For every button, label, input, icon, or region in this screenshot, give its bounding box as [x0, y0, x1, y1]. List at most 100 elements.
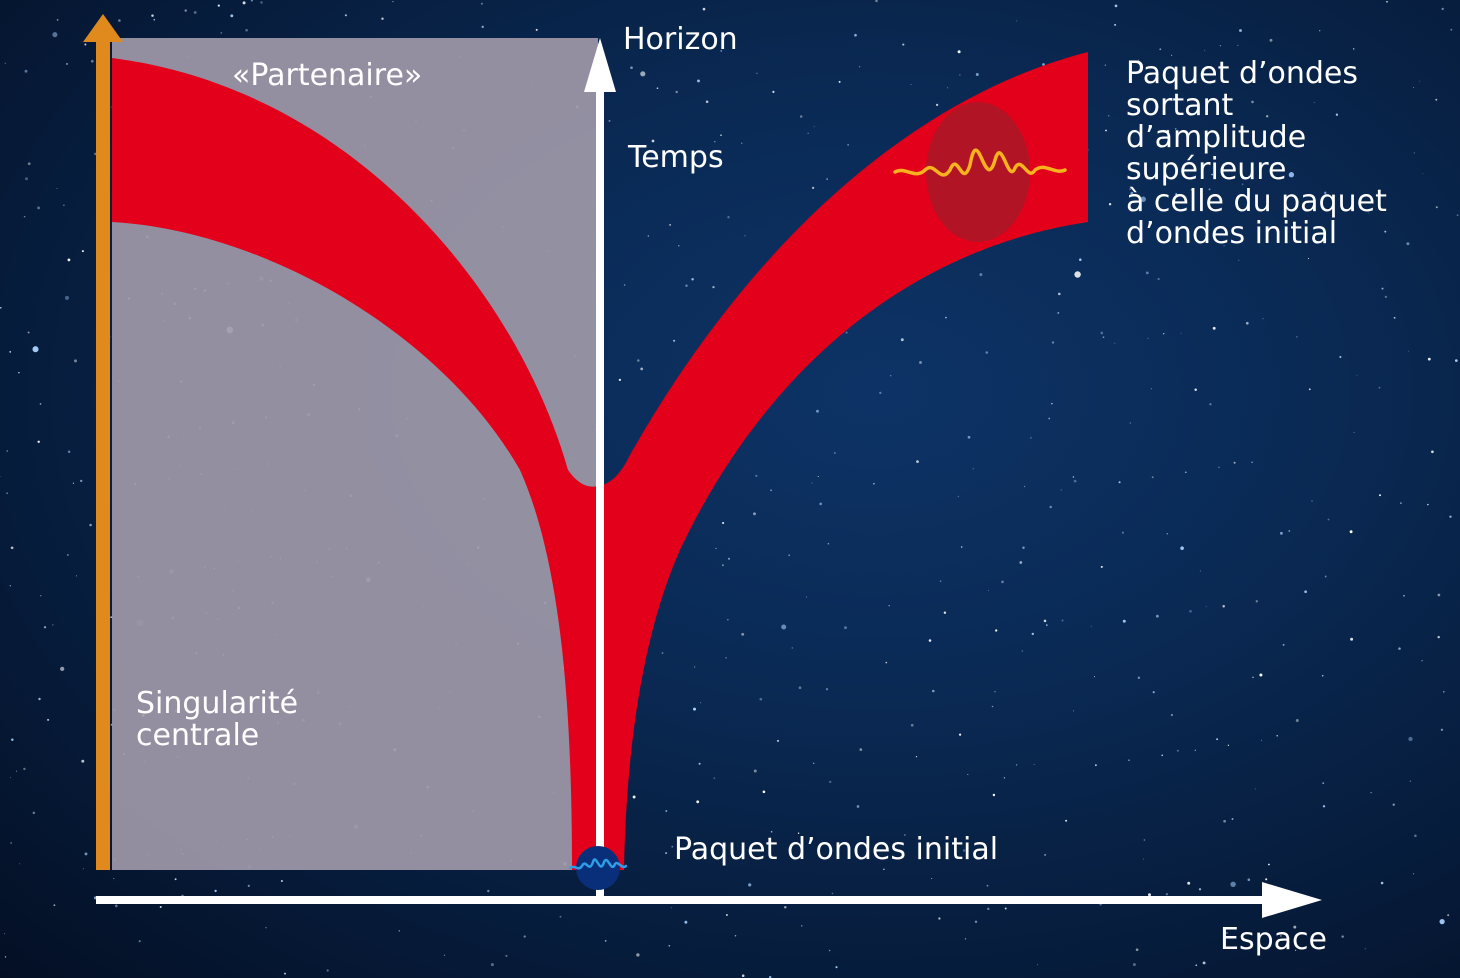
space-axis	[96, 896, 1296, 904]
star	[888, 604, 890, 607]
star	[1439, 918, 1445, 925]
star	[1443, 691, 1445, 693]
star	[1222, 605, 1225, 608]
star	[1019, 561, 1023, 564]
star	[487, 889, 490, 893]
star	[1276, 734, 1278, 737]
star	[788, 554, 791, 557]
star	[770, 489, 773, 492]
star	[535, 28, 538, 31]
outgoing-packet-label: Paquet d’ondes sortant d’amplitude supér…	[1126, 58, 1387, 250]
star	[1216, 738, 1219, 741]
star	[56, 188, 58, 189]
star	[1412, 873, 1415, 875]
star	[630, 66, 633, 70]
star	[805, 596, 807, 598]
star	[931, 878, 933, 880]
star	[82, 868, 84, 870]
star	[828, 949, 831, 952]
star	[1241, 183, 1244, 186]
star	[230, 14, 234, 18]
star	[957, 50, 961, 54]
star	[1403, 595, 1405, 597]
star	[813, 762, 815, 764]
star	[910, 83, 912, 86]
star	[1231, 818, 1234, 820]
star	[1295, 719, 1299, 722]
star	[618, 378, 622, 382]
star	[1223, 245, 1225, 247]
star	[1279, 531, 1283, 535]
star	[1427, 357, 1431, 361]
star	[1268, 863, 1270, 866]
time-axis-arrowhead	[584, 38, 616, 92]
star	[1037, 964, 1039, 966]
star	[114, 904, 118, 908]
star	[1199, 570, 1201, 572]
star	[722, 521, 725, 525]
star	[972, 468, 974, 470]
star	[24, 69, 28, 73]
star	[1455, 359, 1458, 362]
star	[1148, 893, 1151, 897]
star	[90, 59, 94, 63]
star	[1143, 858, 1144, 860]
star	[1223, 819, 1226, 823]
star	[284, 972, 286, 975]
star	[1065, 819, 1068, 822]
star	[1004, 907, 1007, 910]
star	[265, 926, 267, 929]
star	[260, 1, 263, 4]
star	[1435, 98, 1438, 101]
star	[1157, 277, 1160, 281]
star	[79, 479, 83, 483]
star	[772, 90, 775, 94]
star	[700, 702, 702, 704]
star	[10, 842, 12, 844]
star	[25, 177, 28, 181]
star	[967, 435, 971, 439]
star	[1364, 948, 1366, 950]
star	[523, 935, 526, 938]
star	[1057, 311, 1060, 314]
star	[1406, 242, 1410, 246]
star	[807, 132, 809, 134]
star	[715, 547, 717, 550]
star	[6, 450, 9, 452]
star	[675, 90, 678, 94]
star	[756, 72, 758, 74]
star	[1180, 332, 1182, 334]
star	[1307, 258, 1310, 260]
star	[1156, 614, 1159, 618]
star	[242, 1, 246, 5]
star	[1381, 287, 1384, 290]
star	[947, 87, 949, 89]
horizon-label: Horizon	[623, 22, 738, 57]
star	[1205, 606, 1207, 608]
star	[791, 647, 794, 649]
star	[647, 235, 649, 237]
star	[819, 502, 823, 506]
star	[1049, 505, 1052, 509]
star	[799, 115, 803, 118]
star	[1100, 331, 1104, 335]
star	[693, 707, 696, 711]
star	[1044, 853, 1047, 856]
star	[741, 974, 745, 977]
star	[1450, 28, 1453, 31]
star	[845, 331, 848, 334]
star	[684, 920, 688, 924]
star	[753, 769, 757, 773]
star	[1211, 173, 1213, 176]
star	[1350, 637, 1354, 641]
star	[698, 762, 701, 765]
star	[1247, 878, 1251, 881]
star	[859, 748, 863, 751]
star	[63, 204, 65, 206]
star	[66, 62, 68, 65]
star	[1380, 881, 1384, 885]
star	[1282, 643, 1285, 646]
star	[985, 351, 989, 354]
star	[56, 19, 59, 21]
star	[604, 940, 607, 942]
